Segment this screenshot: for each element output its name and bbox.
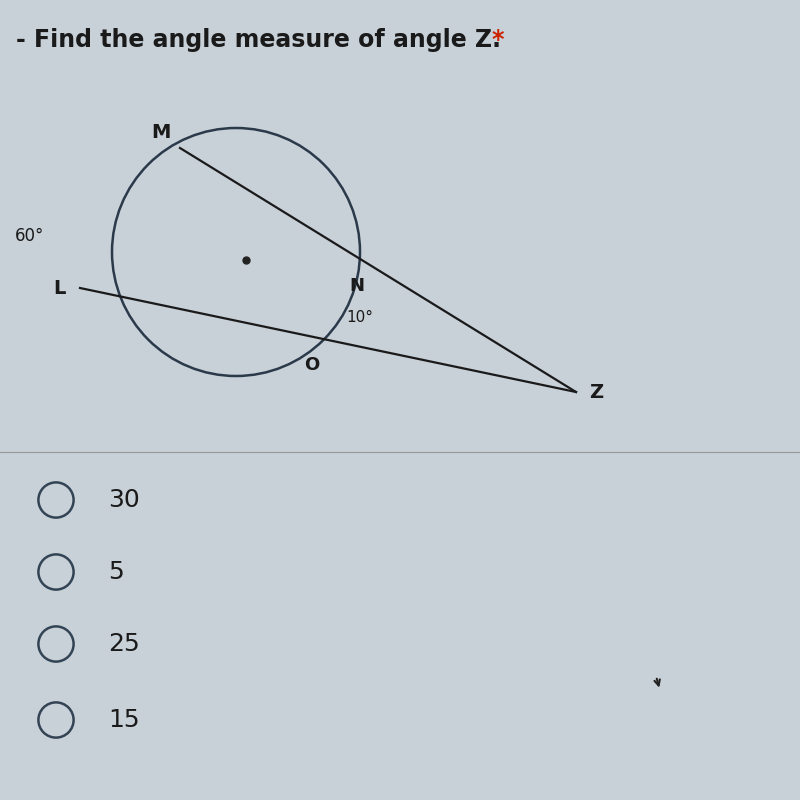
Text: 25: 25 — [108, 632, 140, 656]
Text: 15: 15 — [108, 708, 140, 732]
Text: 10°: 10° — [346, 310, 374, 325]
Text: 30: 30 — [108, 488, 140, 512]
Text: N: N — [350, 278, 365, 295]
Text: M: M — [151, 122, 170, 142]
Text: Z: Z — [589, 382, 603, 402]
Text: *: * — [491, 28, 504, 52]
Text: L: L — [54, 278, 66, 298]
Text: O: O — [304, 356, 320, 374]
Text: 60°: 60° — [14, 227, 44, 245]
Text: - Find the angle measure of angle Z.: - Find the angle measure of angle Z. — [16, 28, 510, 52]
Text: 5: 5 — [108, 560, 124, 584]
